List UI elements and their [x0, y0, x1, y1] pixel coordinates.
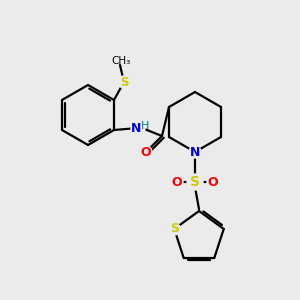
Text: N: N: [190, 146, 200, 158]
Text: H: H: [141, 121, 149, 131]
Text: N: N: [131, 122, 141, 134]
Text: O: O: [208, 176, 218, 188]
Circle shape: [171, 176, 183, 188]
Text: CH₃: CH₃: [111, 56, 130, 66]
Circle shape: [168, 223, 180, 235]
Circle shape: [189, 146, 201, 158]
Circle shape: [118, 76, 130, 88]
Text: S: S: [190, 175, 200, 189]
Text: O: O: [141, 146, 151, 158]
Circle shape: [187, 174, 203, 190]
Circle shape: [140, 146, 152, 158]
Text: S: S: [170, 223, 179, 236]
Text: O: O: [172, 176, 182, 188]
Circle shape: [207, 176, 219, 188]
Text: S: S: [120, 76, 128, 88]
Circle shape: [131, 121, 145, 135]
